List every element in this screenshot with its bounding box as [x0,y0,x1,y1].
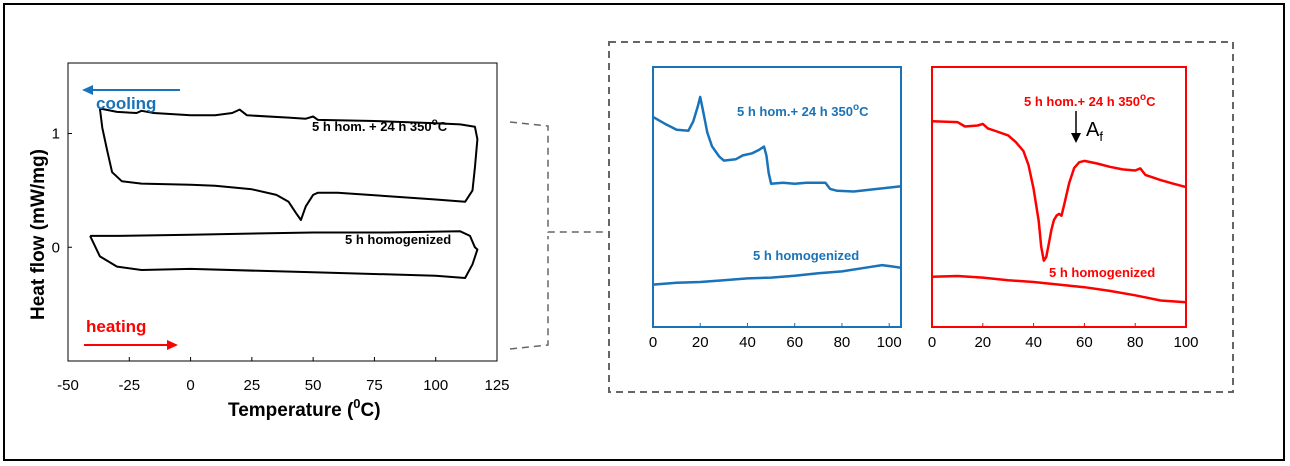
blue-x-tick-label: 80 [834,334,851,351]
red-x-tick-label: 20 [974,334,991,351]
left-x-tick-label: 125 [484,377,509,394]
blue-series-aged [652,95,902,193]
red-plot-area [931,66,1187,328]
left-bottom-curve-label: 5 h homogenized [345,232,451,247]
left-x-tick-label: 0 [186,377,194,394]
blue-x-tick-label: 40 [739,334,756,351]
left-x-tick-label: 75 [366,377,383,394]
af-arrow-head-icon [1071,133,1081,143]
red-x-tick-label: 80 [1127,334,1144,351]
zoom-connector-bottom [509,236,549,350]
red-series-aged [931,120,1187,262]
left-x-tick-label: -50 [57,377,79,394]
zoom-connector-top [509,121,605,233]
red-x-tick-label: 100 [1173,334,1198,351]
red-x-tick-label: 60 [1076,334,1093,351]
blue-x-tick-label: 0 [649,334,657,351]
left-plot-area [67,62,498,362]
left-x-tick-label: 50 [305,377,322,394]
blue-bottom-curve-label: 5 h homogenized [753,248,859,263]
cooling-label: cooling [96,94,156,113]
left-x-tick-label: 25 [244,377,261,394]
left-y-axis-label: Heat flow (mW/mg) [28,149,49,320]
blue-x-tick-label: 60 [786,334,803,351]
left-x-axis-label: Temperature (0C) [228,396,381,421]
red-series-homogenized [931,274,1187,304]
blue-top-curve-label: 5 h hom.+ 24 h 350oC [737,102,869,119]
left-top-curve-label: 5 h hom. + 24 h 350oC [312,117,448,134]
af-label: Af [1086,119,1103,144]
blue-chart: 0 20 40 60 80 100 5 h hom.+ 24 h 350oC 5 h ho… [649,66,902,351]
red-x-tick-label: 0 [928,334,936,351]
red-top-curve-label: 5 h hom.+ 24 h 350oC [1024,92,1156,109]
blue-series-homogenized [652,263,902,286]
blue-plot-area [652,66,902,328]
left-y-tick-label: 1 [52,126,60,143]
left-x-tick-label: 100 [423,377,448,394]
blue-x-tick-label: 100 [877,334,902,351]
left-series-homogenized-loop [89,230,479,279]
red-chart: 0 20 40 60 80 100 5 h hom.+ 24 h 350oC 5 h ho… [928,66,1199,351]
red-x-tick-label: 40 [1025,334,1042,351]
left-x-tick-label: -25 [118,377,140,394]
left-series-aged-loop [98,107,479,221]
left-y-tick-label: 0 [52,239,60,256]
cooling-arrow-head-icon [82,85,93,95]
zoom-box [608,41,1234,393]
heating-label: heating [86,317,146,336]
red-bottom-curve-label: 5 h homogenized [1049,265,1155,280]
heating-arrow-head-icon [167,340,178,350]
left-chart: -50 -25 0 25 50 75 100 125 0 1 cooling heating 5… [28,62,510,421]
blue-x-tick-label: 20 [692,334,709,351]
figure-frame [3,3,1285,461]
